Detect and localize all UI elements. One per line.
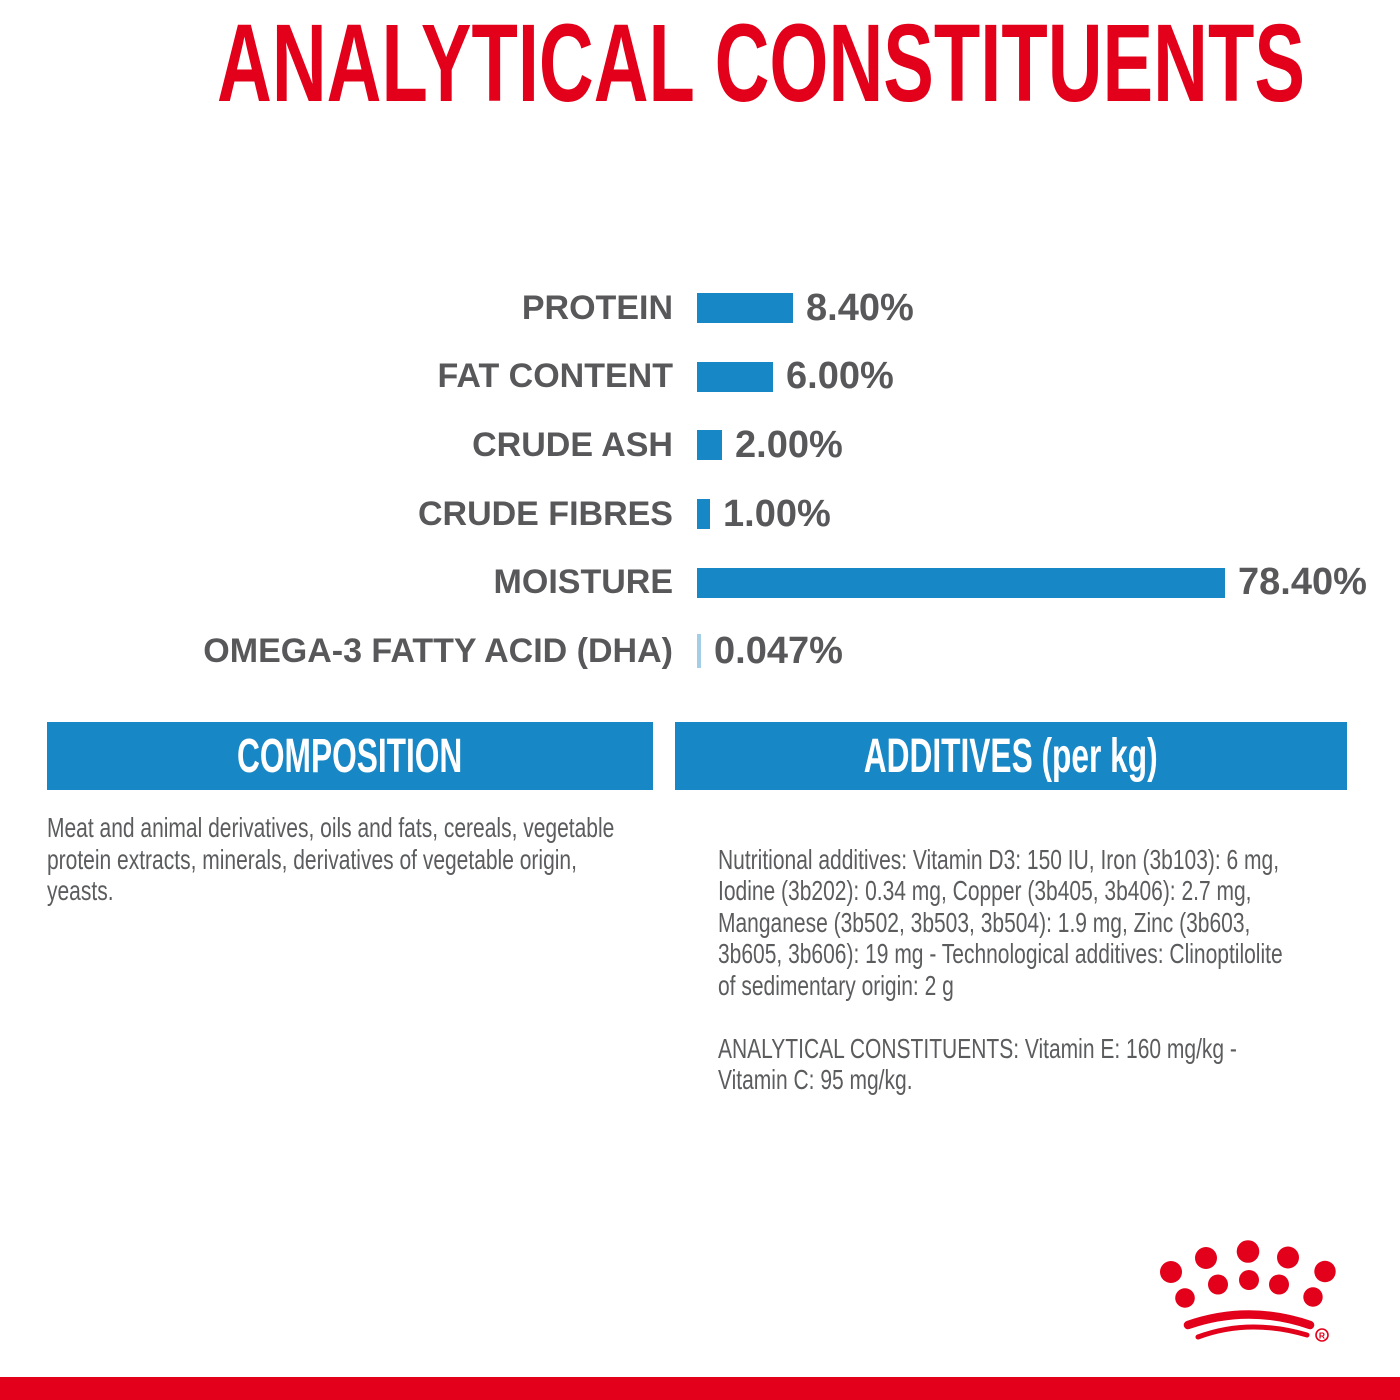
chart-bar: [697, 430, 722, 461]
chart-category-label: PROTEIN: [521, 288, 673, 327]
analytical-constituents-chart: PROTEIN 8.40% FAT CONTENT 6.00% CRUDE AS…: [0, 274, 1400, 686]
chart-category-label: CRUDE FIBRES: [417, 494, 673, 533]
chart-value-label: 1.00%: [723, 492, 831, 535]
chart-row-protein: PROTEIN 8.40%: [0, 274, 1400, 343]
chart-row-moisture: MOISTURE 78.40%: [0, 548, 1400, 617]
chart-value-label: 2.00%: [735, 423, 843, 466]
additives-header-label: ADDITIVES (per kg): [864, 729, 1158, 783]
composition-section: COMPOSITION Meat and animal derivatives,…: [47, 722, 653, 907]
composition-header-bar: COMPOSITION: [47, 722, 653, 790]
composition-text: Meat and animal derivatives, oils and fa…: [47, 812, 615, 906]
chart-bar: [697, 361, 773, 392]
chart-bar: [697, 499, 710, 530]
chart-value-label: 0.047%: [714, 629, 843, 672]
bottom-red-stripe: [0, 1377, 1400, 1400]
chart-row-crude-fibres: CRUDE FIBRES 1.00%: [0, 480, 1400, 549]
page-title: ANALYTICAL CONSTITUENTS: [217, 2, 1305, 125]
chart-value-label: 8.40%: [806, 286, 914, 329]
additives-text: Nutritional additives: Vitamin D3: 150 I…: [718, 812, 1356, 1127]
chart-category-label: OMEGA-3 FATTY ACID (DHA): [203, 631, 673, 670]
additives-analytical-text: ANALYTICAL CONSTITUENTS: Vitamin E: 160 …: [718, 1032, 1237, 1096]
registered-mark-letter: R: [1319, 1330, 1325, 1340]
chart-bar: [697, 634, 701, 669]
chart-category-label: FAT CONTENT: [437, 357, 673, 396]
chart-value-label: 6.00%: [786, 355, 894, 398]
chart-category-label: MOISTURE: [493, 563, 673, 602]
registered-mark-icon: [1315, 1328, 1329, 1342]
additives-section: ADDITIVES (per kg) Nutritional additives…: [675, 722, 1347, 1127]
chart-row-fat-content: FAT CONTENT 6.00%: [0, 343, 1400, 412]
chart-value-label: 78.40%: [1238, 561, 1367, 604]
chart-row-omega3-dha: OMEGA-3 FATTY ACID (DHA) 0.047%: [0, 617, 1400, 686]
royal-canin-crown-icon: R: [1160, 1240, 1336, 1342]
additives-nutritional-text: Nutritional additives: Vitamin D3: 150 I…: [718, 843, 1283, 1001]
additives-header-bar: ADDITIVES (per kg): [675, 722, 1347, 790]
chart-bar: [697, 293, 793, 324]
chart-category-label: CRUDE ASH: [472, 425, 673, 464]
composition-header-label: COMPOSITION: [237, 729, 463, 783]
chart-row-crude-ash: CRUDE ASH 2.00%: [0, 411, 1400, 480]
chart-bar: [697, 567, 1225, 598]
